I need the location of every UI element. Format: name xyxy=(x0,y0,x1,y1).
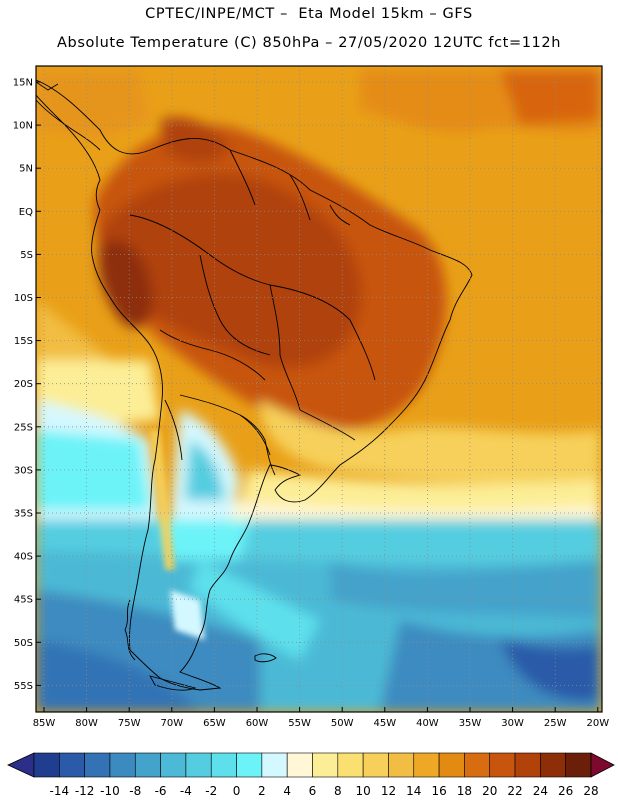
coastline-borders xyxy=(36,79,473,691)
colorbar-swatch xyxy=(337,752,364,778)
lon-label: 80W xyxy=(75,718,98,729)
latitude-labels: 15N 10N 5N EQ 5S 10S 15S 20S 25S 30S 35S 40S 45S 50S 5… xyxy=(13,78,41,692)
colorbar-label: 8 xyxy=(334,784,342,798)
colorbar: -14 -12 -10 -8 -6 -4 -2 0 2 4 6 8 10 12 14 16 18 20 22 24 26… xyxy=(7,752,615,798)
map-frame xyxy=(35,65,603,713)
lat-label: EQ xyxy=(19,207,33,218)
colorbar-label: 4 xyxy=(283,784,291,798)
colorbar-under-arrow xyxy=(7,752,35,778)
lat-label: 15N xyxy=(13,78,33,89)
colorbar-label: -12 xyxy=(75,784,95,798)
colorbar-swatch xyxy=(565,752,592,778)
lat-label: 35S xyxy=(14,509,33,520)
colorbar-swatch xyxy=(134,752,161,778)
colorbar-label: 12 xyxy=(381,784,396,798)
colorbar-swatch xyxy=(160,752,187,778)
colorbar-label: 28 xyxy=(583,784,598,798)
colorbar-swatch xyxy=(413,752,440,778)
colorbar-label: 24 xyxy=(533,784,548,798)
temperature-field xyxy=(36,66,602,712)
colorbar-label: 2 xyxy=(258,784,266,798)
lon-label: 35W xyxy=(459,718,482,729)
lat-label: 15S xyxy=(14,336,33,347)
colorbar-label: 20 xyxy=(482,784,497,798)
colorbar-over-arrow xyxy=(590,752,615,778)
colorbar-label: 0 xyxy=(233,784,241,798)
chart-title-line2: Absolute Temperature (C) 850hPa – 27/05/… xyxy=(57,35,561,51)
chart-title-line1: CPTEC/INPE/MCT – Eta Model 15km – GFS xyxy=(145,6,473,22)
colorbar-swatch xyxy=(464,752,491,778)
lat-label: 5S xyxy=(20,250,33,261)
lat-label: 55S xyxy=(14,681,33,692)
colorbar-swatch xyxy=(109,752,136,778)
colorbar-swatch xyxy=(540,752,566,778)
lon-label: 30W xyxy=(501,718,524,729)
lon-label: 65W xyxy=(203,718,226,729)
colorbar-swatch xyxy=(312,752,339,778)
colorbar-swatch xyxy=(84,752,111,778)
lat-label: 40S xyxy=(14,552,33,563)
longitude-labels: 85W 80W 75W 70W 65W 60W 55W 50W 45W 40W 35W 30W 25W 2… xyxy=(33,707,609,729)
colorbar-label: 22 xyxy=(507,784,522,798)
colorbar-swatch xyxy=(514,752,541,778)
colorbar-label: 10 xyxy=(355,784,370,798)
lat-label: 25S xyxy=(14,422,33,433)
colorbar-label: -4 xyxy=(180,784,192,798)
colorbar-label: 6 xyxy=(309,784,317,798)
colorbar-swatch xyxy=(236,752,263,778)
lon-label: 45W xyxy=(373,718,396,729)
lat-label: 50S xyxy=(14,638,33,649)
colorbar-swatch xyxy=(261,752,288,778)
lat-label: 30S xyxy=(14,465,33,476)
colorbar-label: -2 xyxy=(205,784,217,798)
colorbar-label: -6 xyxy=(155,784,167,798)
colorbar-swatch xyxy=(388,752,415,778)
colorbar-label: 16 xyxy=(431,784,446,798)
colorbar-swatch xyxy=(210,752,237,778)
colorbar-label: 18 xyxy=(457,784,472,798)
lon-label: 85W xyxy=(33,718,56,729)
colorbar-label: -10 xyxy=(100,784,120,798)
colorbar-swatch xyxy=(489,752,516,778)
lon-label: 20W xyxy=(586,718,609,729)
colorbar-label: -8 xyxy=(129,784,141,798)
colorbar-label: 14 xyxy=(406,784,421,798)
lon-label: 40W xyxy=(416,718,439,729)
lat-label: 20S xyxy=(14,379,33,390)
lon-label: 70W xyxy=(160,718,183,729)
lon-label: 25W xyxy=(544,718,567,729)
lon-label: 60W xyxy=(246,718,269,729)
lat-label: 45S xyxy=(14,595,33,606)
lon-label: 75W xyxy=(118,718,141,729)
colorbar-swatch xyxy=(33,752,60,778)
lon-label: 50W xyxy=(331,718,354,729)
lon-label: 55W xyxy=(288,718,311,729)
colorbar-swatch xyxy=(59,752,85,778)
colorbar-swatch xyxy=(185,752,212,778)
lat-label: 10N xyxy=(13,121,33,132)
colorbar-swatch xyxy=(286,752,313,778)
colorbar-swatch xyxy=(362,752,389,778)
lat-label: 5N xyxy=(19,164,33,175)
lat-label: 10S xyxy=(14,293,33,304)
colorbar-swatch xyxy=(438,752,465,778)
colorbar-label: -14 xyxy=(50,784,70,798)
colorbar-label: 26 xyxy=(558,784,573,798)
